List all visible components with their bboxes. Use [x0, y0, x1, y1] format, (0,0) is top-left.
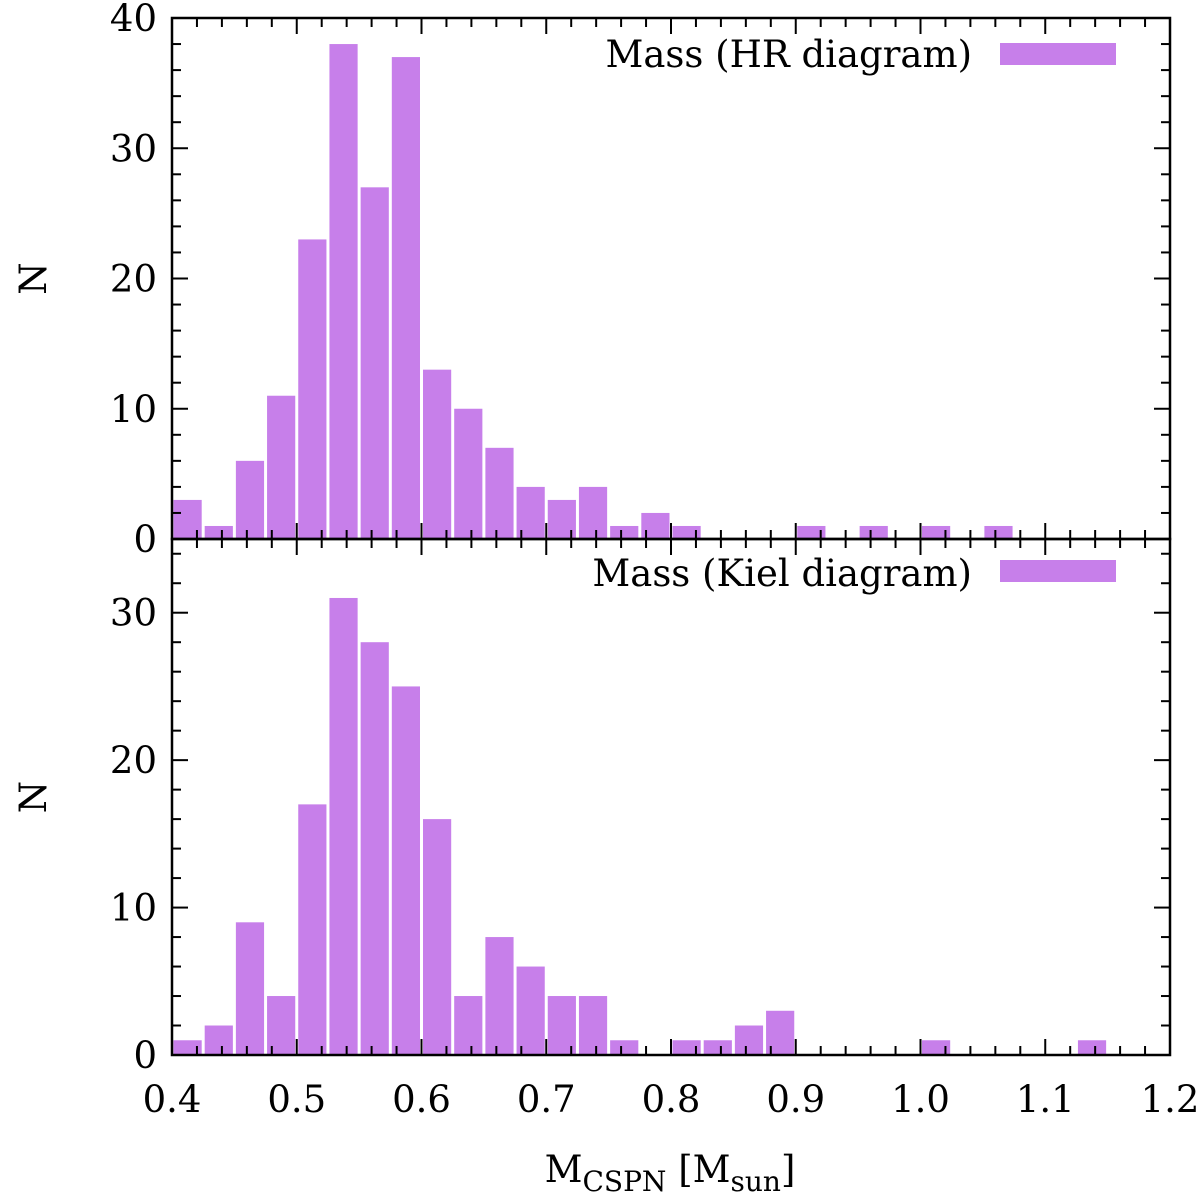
- x-tick-label: 1.1: [1016, 1078, 1075, 1121]
- histogram-bar: [391, 686, 420, 1055]
- x-axis-title-part: M: [545, 1148, 583, 1191]
- x-tick-label: 0.9: [766, 1078, 825, 1121]
- histogram-bar: [485, 447, 514, 539]
- y-tick-label: 0: [133, 1034, 157, 1077]
- histogram-bar: [703, 1040, 732, 1055]
- histogram-bar: [610, 525, 639, 539]
- histogram-bar: [235, 460, 265, 539]
- x-axis-title-subscript: sun: [731, 1165, 781, 1198]
- histogram-bar: [173, 1040, 202, 1055]
- histogram-bar: [423, 819, 452, 1055]
- histogram-bar: [922, 525, 951, 539]
- histogram-bar: [329, 597, 358, 1055]
- histogram-bar: [298, 239, 327, 539]
- x-tick-label: 0.6: [392, 1078, 451, 1121]
- histogram-bar: [267, 996, 296, 1055]
- x-tick-label: 0.7: [517, 1078, 576, 1121]
- histogram-bar: [360, 642, 389, 1055]
- y-axis-title: N: [12, 781, 55, 813]
- histogram-bar: [235, 922, 265, 1055]
- histogram-bar: [1077, 1040, 1107, 1055]
- histogram-bar: [547, 996, 576, 1055]
- histogram-bar: [454, 996, 483, 1055]
- y-tick-label: 10: [110, 887, 157, 930]
- x-axis-title: MCSPN [Msun]: [545, 1148, 796, 1198]
- panel-kiel-diagram: 0 10 20 30 0.4 0.5 0.6 0.7 0.8 0.9 1.0 1.1 1.2 N Mass …: [12, 537, 1200, 1121]
- x-tick-label: 0.5: [267, 1078, 326, 1121]
- histogram-bar: [360, 187, 389, 539]
- x-tick-label: 0.8: [642, 1078, 701, 1121]
- panel-hr-diagram: 0 10 20 30 40 N Mass (HR diagram): [12, 0, 1172, 561]
- y-tick-label: 0: [133, 518, 157, 561]
- histogram-bar: [329, 44, 358, 540]
- histogram-bar: [578, 486, 608, 539]
- histogram-bar: [423, 369, 452, 539]
- legend-label: Mass (HR diagram): [605, 33, 972, 76]
- histogram-bar: [391, 57, 420, 539]
- x-axis-title-part: [M: [666, 1148, 730, 1191]
- histogram-bar: [672, 525, 701, 539]
- x-axis-title-part: ]: [781, 1148, 795, 1191]
- histogram-bar: [516, 966, 545, 1055]
- y-tick-label: 30: [110, 592, 157, 635]
- histogram-bar: [267, 395, 296, 539]
- y-tick-label: 20: [110, 739, 157, 782]
- histogram-bar: [204, 525, 233, 539]
- x-tick-label: 1.2: [1141, 1078, 1200, 1121]
- histogram-bar: [204, 1025, 233, 1055]
- histogram-bar: [610, 1040, 639, 1055]
- histogram-bar: [298, 804, 327, 1055]
- histogram-bar: [734, 1025, 764, 1055]
- histogram-bar: [859, 525, 888, 539]
- y-axis-title: N: [12, 262, 55, 294]
- legend-label: Mass (Kiel diagram): [592, 552, 972, 595]
- x-axis-title-subscript: CSPN: [582, 1165, 666, 1198]
- histogram-bar: [922, 1040, 951, 1055]
- y-tick-label: 40: [110, 0, 157, 40]
- y-tick-label: 20: [110, 258, 157, 301]
- y-tick-label: 10: [110, 388, 157, 431]
- x-tick-label: 0.4: [143, 1078, 202, 1121]
- histogram-bar: [454, 408, 483, 539]
- legend-swatch: [1000, 560, 1116, 582]
- histogram-bar: [797, 525, 826, 539]
- histogram-bar: [672, 1040, 701, 1055]
- y-tick-label: 30: [110, 127, 157, 170]
- x-tick-label: 1.0: [891, 1078, 950, 1121]
- histogram-bar: [485, 937, 514, 1055]
- histogram-bar: [578, 996, 608, 1055]
- legend-swatch: [1000, 43, 1116, 65]
- histogram-bar: [984, 525, 1013, 539]
